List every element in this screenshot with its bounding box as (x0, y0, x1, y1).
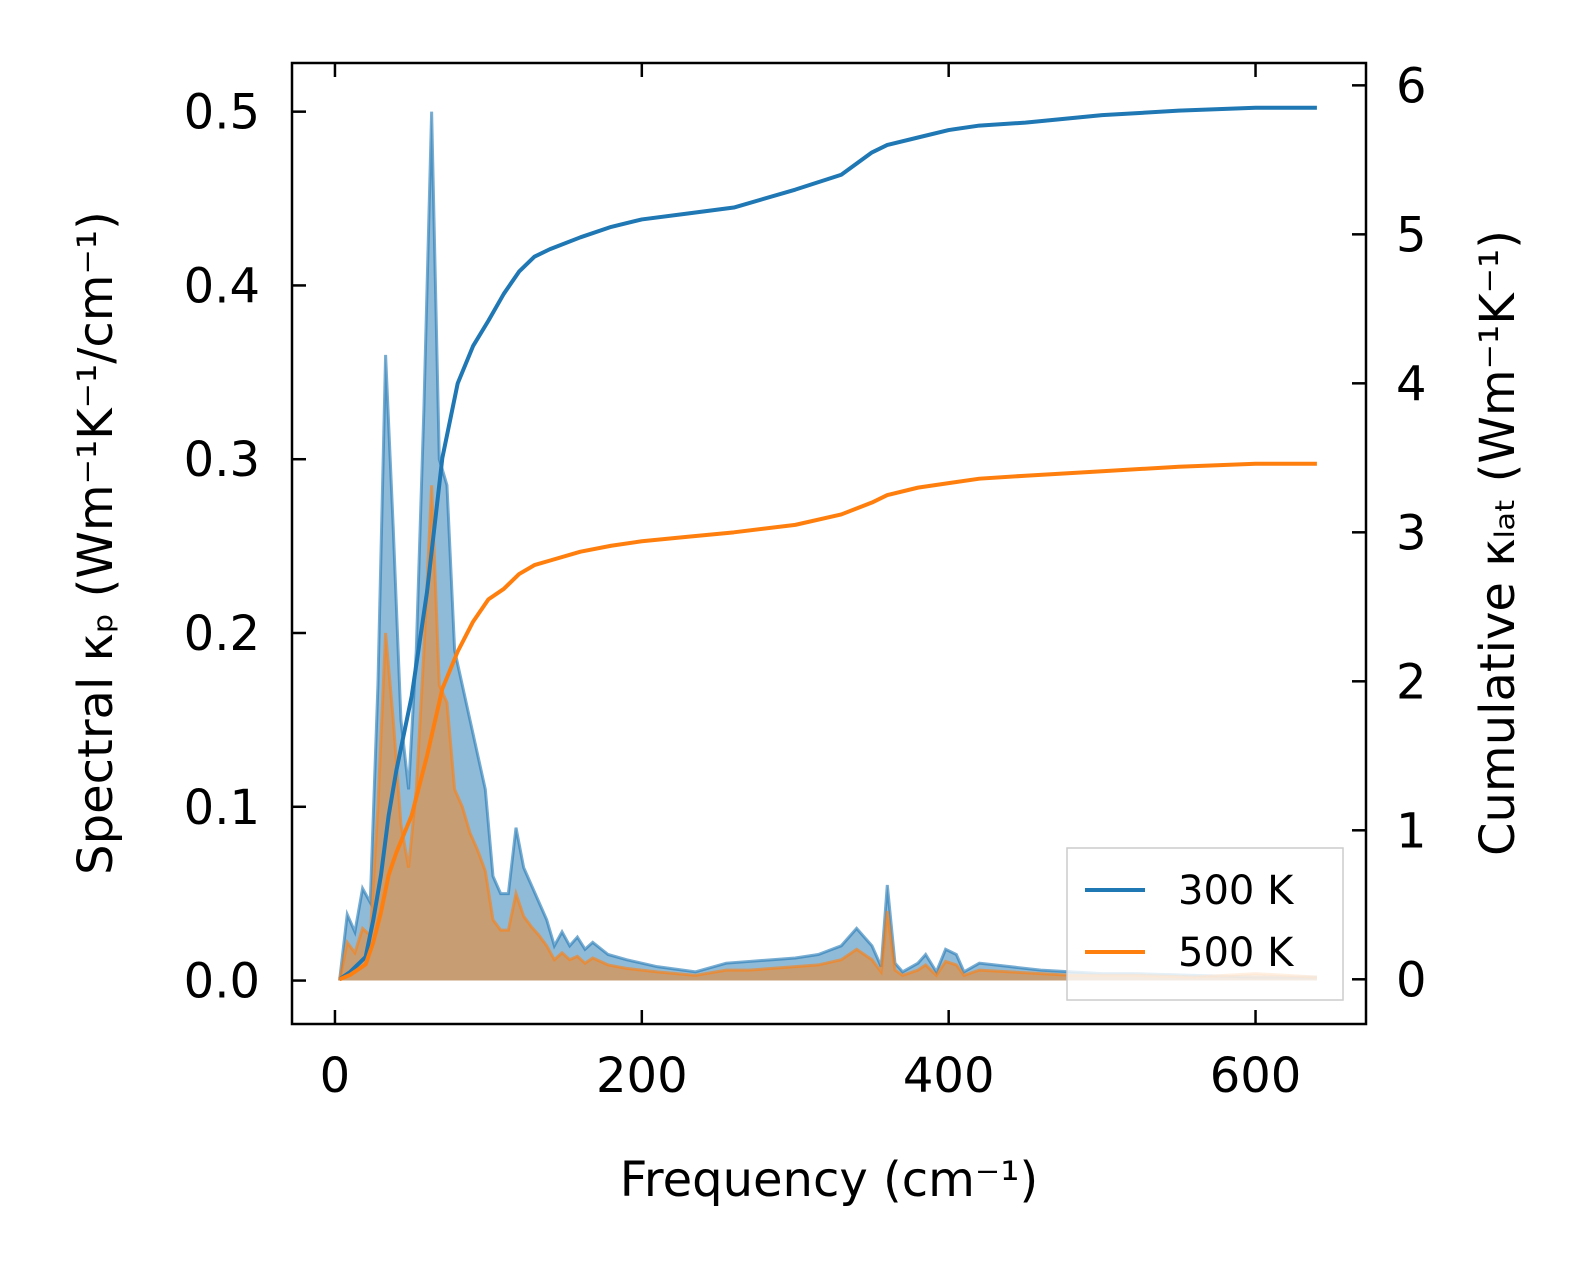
y-right-tick-label: 6 (1396, 58, 1427, 114)
x-tick-label: 200 (596, 1048, 688, 1104)
y-left-tick-label: 0.3 (184, 432, 260, 488)
spectral-outline-500k (338, 485, 1317, 981)
x-tick-label: 400 (903, 1048, 995, 1104)
y-left-tick-label: 0.0 (184, 954, 260, 1010)
x-tick-label: 600 (1210, 1048, 1302, 1104)
x-tick-label: 0 (320, 1048, 351, 1104)
legend-label-500k: 500 K (1178, 930, 1295, 976)
y-right-tick-label: 1 (1396, 803, 1427, 859)
spectral-area-500k (339, 485, 1317, 981)
legend-label-300k: 300 K (1178, 868, 1295, 914)
y-left-tick-label: 0.1 (184, 780, 260, 836)
x-axis-label: Frequency (cm⁻¹) (620, 1152, 1038, 1208)
legend: 300 K 500 K (1066, 847, 1344, 1001)
cumulative-line-500k (338, 461, 1317, 982)
y-right-tick-label: 2 (1396, 654, 1427, 710)
axis-tick-labels: 0 200 400 600 0.0 0.1 0.2 0.3 0.4 0.5 0 1 2 3 4 5 6 (184, 58, 1427, 1104)
axis-ticks (292, 63, 1366, 1024)
y-left-tick-label: 0.4 (184, 258, 260, 314)
series-lines (338, 105, 1317, 982)
y-right-tick-label: 0 (1396, 952, 1427, 1008)
plot-area (290, 61, 1368, 1026)
y-right-tick-label: 3 (1396, 505, 1427, 561)
spectral-outline-300k (338, 111, 1317, 981)
axes-frame (290, 61, 1368, 1026)
spectral-fills (338, 111, 1317, 981)
y-left-tick-label: 0.2 (184, 606, 260, 662)
y-left-tick-label: 0.5 (184, 85, 260, 141)
y-left-axis-label: Spectral κₚ (Wm⁻¹K⁻¹/cm⁻¹) (68, 211, 124, 875)
y-right-tick-label: 4 (1396, 356, 1427, 412)
legend-box (1066, 847, 1344, 1001)
y-right-tick-label: 5 (1396, 207, 1427, 263)
y-right-axis-label: Cumulative κₗₐₜ (Wm⁻¹K⁻¹) (1470, 230, 1526, 856)
cumulative-line-300k (338, 105, 1317, 981)
